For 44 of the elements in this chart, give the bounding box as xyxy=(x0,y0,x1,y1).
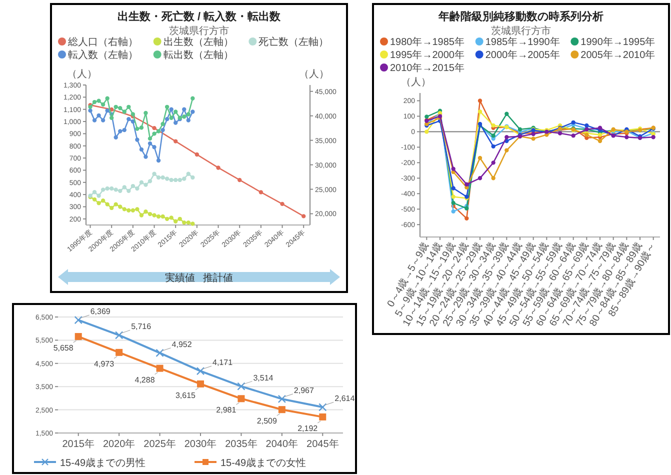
data-label: 4,973 xyxy=(94,359,115,368)
data-label: 2,981 xyxy=(216,406,237,415)
x-tick-label: 2015年 xyxy=(62,438,94,450)
data-label: 3,615 xyxy=(175,390,196,400)
text: 推計値 xyxy=(203,272,233,284)
data-label: 2,509 xyxy=(256,416,278,426)
data-label: 3,514 xyxy=(253,373,274,382)
legend-label: 1985年→1990年 xyxy=(485,36,560,48)
legend-label: 1990年→1995年 xyxy=(580,36,656,48)
x-tick-label: 2035年 xyxy=(225,438,258,450)
legend-label: 15-49歳までの男性 xyxy=(60,457,146,469)
data-label: 2,192 xyxy=(298,424,318,433)
data-label: 4,171 xyxy=(212,358,234,368)
legend-label: 転入数（左軸） xyxy=(68,49,138,61)
data-label: 6,369 xyxy=(90,307,111,316)
chart-title: 年齢階級別純移動数の時系列分析 xyxy=(438,10,604,23)
y-axis-title: （人） xyxy=(67,69,97,80)
legend-label: 1980年→1985年 xyxy=(390,36,464,48)
x-tick-label: 2025年 xyxy=(144,438,176,450)
data-label: 2,967 xyxy=(294,386,314,395)
data-label: 5,658 xyxy=(53,344,74,353)
y-axis-title: （人） xyxy=(401,77,431,88)
legend-label: 1995年→2000年 xyxy=(390,49,464,61)
y2-axis-title: （人） xyxy=(299,69,329,80)
chart-subtitle: 茨城県行方市 xyxy=(491,25,551,37)
chart-subtitle: 茨城県行方市 xyxy=(169,25,229,37)
legend-label: 死亡数（左軸） xyxy=(258,36,329,48)
chart-title: 出生数・死亡数 / 転入数・転出数 xyxy=(117,10,282,23)
data-label: 4,952 xyxy=(172,340,192,349)
data-label: 2,614 xyxy=(334,394,356,404)
legend-label: 出生数（左軸） xyxy=(163,36,234,48)
legend-label: 15-49歳までの女性 xyxy=(220,457,306,469)
x-tick-label: 2045年 xyxy=(306,438,339,450)
legend-label: 2005年→2010年 xyxy=(580,49,656,61)
data-label: 5,716 xyxy=(131,322,152,332)
legend-label: 総人口（右軸） xyxy=(67,36,138,48)
legend-label: 転出数（左軸） xyxy=(163,49,234,61)
x-tick-label: 2020年 xyxy=(102,438,136,450)
x-tick-label: 2040年 xyxy=(266,438,298,450)
legend-label: 2010年→2015年 xyxy=(390,62,464,74)
x-tick-label: 2030年 xyxy=(184,438,217,450)
text: 実績値 xyxy=(165,272,195,284)
legend-label: 2000年→2005年 xyxy=(485,49,560,61)
data-label: 4,288 xyxy=(134,375,156,384)
